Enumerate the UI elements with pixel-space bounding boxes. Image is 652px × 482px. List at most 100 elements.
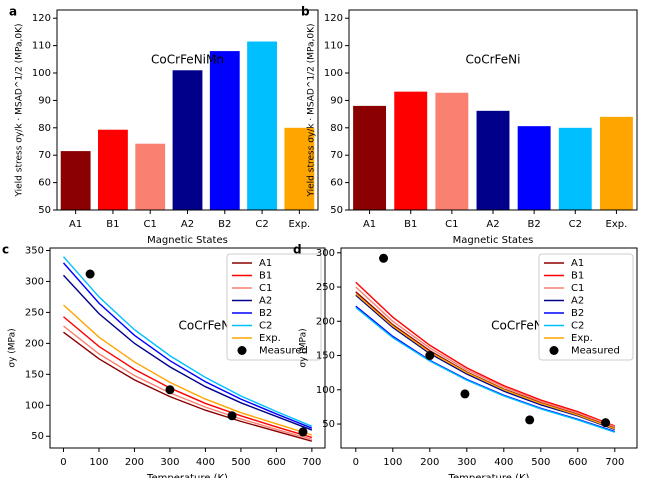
legend-label: A1 — [259, 258, 272, 269]
x-tick-label: 200 — [125, 457, 144, 468]
x-tick-label: A1 — [69, 219, 82, 230]
chart-title: CoCrFeNiMn — [151, 53, 224, 67]
x-tick-label: 400 — [494, 457, 513, 468]
y-axis-label: Yield stress σy/k · MSAD^1/2 (MPa,0K) — [15, 23, 25, 197]
y-axis-label: σy (MPa) — [299, 328, 309, 367]
y-axis-label: σy (MPa) — [8, 328, 18, 367]
bar — [353, 105, 387, 210]
x-tick-label: 700 — [605, 457, 624, 468]
measured-point — [601, 418, 611, 428]
series-line — [355, 286, 616, 428]
x-tick-label: 100 — [89, 457, 108, 468]
x-tick-label: A2 — [181, 219, 194, 230]
y-tick-label: 50 — [330, 205, 343, 216]
series-line — [355, 281, 616, 427]
measured-point — [298, 427, 308, 437]
x-axis-label: Magnetic States — [147, 235, 228, 246]
measured-point — [227, 411, 237, 421]
y-tick-label: 100 — [324, 68, 343, 79]
bar — [599, 116, 633, 210]
measured-point — [379, 253, 389, 263]
series-line — [63, 331, 313, 442]
y-tick-label: 200 — [25, 338, 44, 349]
legend-label: C1 — [259, 283, 272, 294]
y-tick-label: 70 — [330, 150, 343, 161]
legend-marker — [237, 346, 247, 355]
x-tick-label: 100 — [383, 457, 402, 468]
measured-point — [85, 269, 95, 279]
x-tick-label: Exp. — [606, 219, 628, 230]
y-tick-label: 50 — [322, 419, 335, 430]
y-tick-label: 80 — [38, 123, 51, 134]
y-tick-label: 110 — [32, 41, 51, 52]
x-tick-label: B1 — [404, 219, 417, 230]
x-tick-label: C2 — [569, 219, 582, 230]
bar — [517, 126, 551, 210]
series-line — [62, 256, 313, 427]
x-tick-label: 400 — [196, 457, 215, 468]
measured-point — [460, 389, 470, 399]
plot-frame — [340, 247, 638, 449]
legend-box — [538, 253, 634, 361]
x-axis-label: Temperature (K) — [448, 473, 530, 478]
legend-label: C2 — [259, 321, 272, 332]
series-line — [62, 262, 313, 429]
y-tick-label: 350 — [25, 245, 44, 256]
y-tick-label: 120 — [32, 13, 51, 24]
x-tick-label: C1 — [144, 219, 157, 230]
x-tick-label: A1 — [363, 219, 376, 230]
x-tick-label: B2 — [218, 219, 231, 230]
legend-label: Exp. — [571, 333, 593, 344]
series-line — [62, 274, 313, 431]
x-tick-label: 200 — [420, 457, 439, 468]
legend-label: Measured — [571, 346, 620, 357]
y-tick-label: 250 — [316, 282, 335, 293]
panel-label: b — [301, 5, 310, 19]
y-tick-label: 60 — [38, 178, 51, 189]
legend-label: B2 — [259, 308, 272, 319]
y-tick-label: 250 — [25, 307, 44, 318]
panel-label: d — [293, 243, 302, 257]
legend-marker — [549, 346, 559, 355]
measured-point — [525, 415, 535, 425]
plot-frame — [56, 9, 319, 211]
bar — [394, 91, 428, 210]
y-tick-label: 70 — [38, 150, 51, 161]
x-tick-label: 600 — [568, 457, 587, 468]
x-axis-label: Magnetic States — [453, 235, 534, 246]
bar — [60, 151, 91, 210]
y-tick-label: 100 — [25, 400, 44, 411]
x-tick-label: 300 — [457, 457, 476, 468]
series-line — [63, 325, 313, 441]
plot-frame — [49, 247, 326, 449]
x-tick-label: 700 — [302, 457, 321, 468]
x-tick-label: B2 — [528, 219, 541, 230]
y-tick-label: 150 — [316, 351, 335, 362]
series-line — [63, 304, 313, 436]
x-tick-label: 600 — [267, 457, 286, 468]
legend-label: A2 — [571, 296, 584, 307]
bar — [558, 127, 592, 210]
y-tick-label: 90 — [38, 95, 51, 106]
chart-title: CoCrFeNi — [466, 53, 521, 67]
bar — [172, 70, 203, 210]
series-line — [63, 316, 313, 439]
bar — [135, 143, 166, 210]
series-line — [355, 293, 616, 430]
y-tick-label: 200 — [316, 316, 335, 327]
y-tick-label: 150 — [25, 369, 44, 380]
legend-label: Measured — [259, 346, 308, 357]
bar — [284, 127, 315, 210]
y-tick-label: 50 — [38, 205, 51, 216]
x-tick-label: C1 — [445, 219, 458, 230]
panel-label: a — [9, 5, 17, 19]
legend-label: B2 — [571, 308, 584, 319]
y-tick-label: 110 — [324, 41, 343, 52]
x-tick-label: 0 — [60, 457, 66, 468]
x-tick-label: 0 — [353, 457, 359, 468]
bar — [476, 110, 510, 210]
y-tick-label: 100 — [316, 385, 335, 396]
legend-label: A2 — [259, 296, 272, 307]
x-tick-label: 500 — [231, 457, 250, 468]
